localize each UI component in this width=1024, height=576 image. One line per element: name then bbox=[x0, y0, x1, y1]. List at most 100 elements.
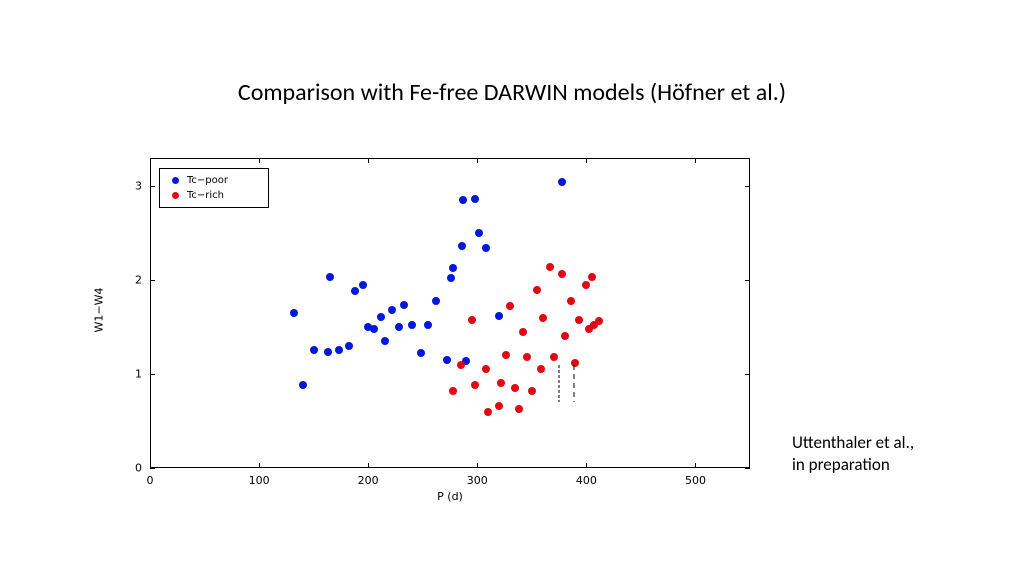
guide-line bbox=[574, 401, 575, 403]
data-point bbox=[571, 359, 579, 367]
y-axis-label: W1−W4 bbox=[93, 288, 106, 333]
data-point bbox=[335, 346, 343, 354]
data-point bbox=[588, 273, 596, 281]
guide-line bbox=[559, 395, 560, 398]
data-point bbox=[475, 229, 483, 237]
data-point bbox=[370, 325, 378, 333]
x-tick-label: 400 bbox=[576, 474, 597, 487]
data-point bbox=[326, 273, 334, 281]
legend-marker-tc-rich bbox=[172, 192, 179, 199]
data-point bbox=[424, 321, 432, 329]
data-point bbox=[495, 312, 503, 320]
data-point bbox=[482, 244, 490, 252]
legend-label-tc-rich: Tc−rich bbox=[187, 190, 224, 201]
data-point bbox=[449, 387, 457, 395]
guide-line bbox=[559, 400, 560, 403]
x-tick-mark bbox=[477, 463, 478, 468]
x-tick-mark bbox=[150, 463, 151, 468]
data-point bbox=[582, 281, 590, 289]
data-point bbox=[567, 297, 575, 305]
attribution: Uttenthaler et al., in preparation bbox=[792, 432, 914, 476]
y-tick-mark bbox=[150, 468, 155, 469]
y-tick-label: 0 bbox=[135, 462, 142, 475]
slide-title: Comparison with Fe-free DARWIN models (H… bbox=[0, 78, 1024, 107]
legend-marker-tc-poor bbox=[172, 177, 179, 184]
data-point bbox=[471, 381, 479, 389]
data-point bbox=[459, 196, 467, 204]
y-tick-mark bbox=[745, 280, 750, 281]
data-point bbox=[523, 353, 531, 361]
attribution-line1: Uttenthaler et al., bbox=[792, 432, 914, 454]
data-point bbox=[558, 178, 566, 186]
attribution-line2: in preparation bbox=[792, 454, 914, 476]
guide-line bbox=[559, 370, 560, 373]
data-point bbox=[381, 337, 389, 345]
data-point bbox=[468, 316, 476, 324]
x-tick-mark bbox=[259, 158, 260, 163]
y-tick-label: 2 bbox=[135, 274, 142, 287]
data-point bbox=[528, 387, 536, 395]
data-point bbox=[482, 365, 490, 373]
y-tick-label: 3 bbox=[135, 180, 142, 193]
data-point bbox=[400, 301, 408, 309]
scatter-plot: W1−W4 P (d) Tc−poor Tc−rich 012301002003… bbox=[95, 150, 770, 505]
data-point bbox=[575, 316, 583, 324]
y-tick-mark bbox=[150, 280, 155, 281]
data-point bbox=[471, 195, 479, 203]
data-point bbox=[443, 356, 451, 364]
data-point bbox=[447, 274, 455, 282]
y-tick-mark bbox=[150, 186, 155, 187]
guide-line bbox=[559, 380, 560, 383]
x-axis-label: P (d) bbox=[437, 490, 463, 503]
data-point bbox=[537, 365, 545, 373]
data-point bbox=[539, 314, 547, 322]
legend: Tc−poor Tc−rich bbox=[159, 168, 269, 208]
data-point bbox=[515, 405, 523, 413]
guide-line bbox=[559, 385, 560, 388]
data-point bbox=[497, 379, 505, 387]
x-tick-label: 300 bbox=[467, 474, 488, 487]
data-point bbox=[595, 317, 603, 325]
data-point bbox=[511, 384, 519, 392]
y-tick-mark bbox=[745, 374, 750, 375]
x-tick-mark bbox=[695, 158, 696, 163]
legend-label-tc-poor: Tc−poor bbox=[187, 175, 228, 186]
y-tick-mark bbox=[745, 186, 750, 187]
data-point bbox=[432, 297, 440, 305]
data-point bbox=[351, 287, 359, 295]
data-point bbox=[484, 408, 492, 416]
x-tick-mark bbox=[259, 463, 260, 468]
data-point bbox=[395, 323, 403, 331]
data-point bbox=[457, 361, 465, 369]
y-tick-label: 1 bbox=[135, 368, 142, 381]
data-point bbox=[345, 342, 353, 350]
data-point bbox=[502, 351, 510, 359]
data-point bbox=[310, 346, 318, 354]
data-point bbox=[417, 349, 425, 357]
guide-line bbox=[559, 365, 560, 368]
data-point bbox=[388, 306, 396, 314]
legend-item-tc-poor: Tc−poor bbox=[166, 173, 262, 188]
x-tick-mark bbox=[150, 158, 151, 163]
x-tick-label: 200 bbox=[358, 474, 379, 487]
data-point bbox=[377, 313, 385, 321]
data-point bbox=[546, 263, 554, 271]
guide-line bbox=[559, 375, 560, 378]
data-point bbox=[290, 309, 298, 317]
data-point bbox=[359, 281, 367, 289]
x-tick-label: 100 bbox=[249, 474, 270, 487]
x-tick-mark bbox=[695, 463, 696, 468]
x-tick-mark bbox=[368, 158, 369, 163]
data-point bbox=[495, 402, 503, 410]
guide-line bbox=[559, 390, 560, 393]
legend-item-tc-rich: Tc−rich bbox=[166, 188, 262, 203]
guide-line bbox=[574, 374, 575, 379]
data-point bbox=[458, 242, 466, 250]
data-point bbox=[408, 321, 416, 329]
y-tick-mark bbox=[745, 468, 750, 469]
data-point bbox=[506, 302, 514, 310]
data-point bbox=[550, 353, 558, 361]
data-point bbox=[299, 381, 307, 389]
y-tick-mark bbox=[150, 374, 155, 375]
guide-line bbox=[574, 365, 575, 370]
